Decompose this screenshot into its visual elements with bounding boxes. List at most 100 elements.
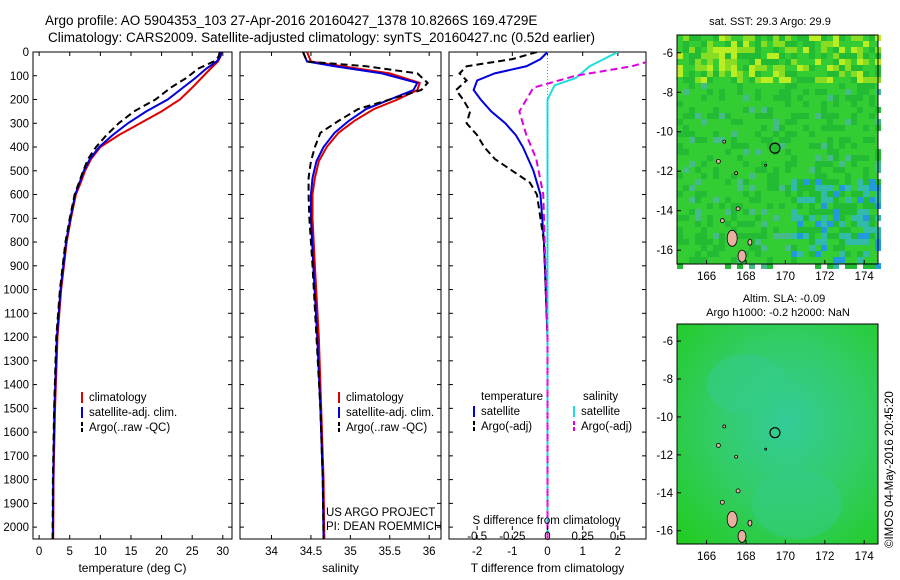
map-cell (683, 35, 689, 41)
plot-frame (32, 51, 233, 540)
map-cell (707, 239, 713, 245)
map-cell (785, 89, 791, 95)
map-cell (869, 47, 875, 53)
map-cell (743, 221, 749, 227)
map-cell (869, 221, 875, 227)
map-cell (869, 185, 875, 191)
map-cell (785, 233, 791, 239)
map-cell (773, 35, 779, 41)
map-cell (863, 239, 869, 245)
map-cell (839, 65, 845, 71)
map-cell (815, 251, 821, 257)
map-cell (827, 263, 833, 269)
map-cell (761, 167, 767, 173)
legend-label: Argo(..raw -QC) (346, 422, 427, 434)
map-cell (791, 251, 797, 257)
map-cell (689, 113, 695, 119)
map-cell (701, 65, 707, 71)
map-cell (725, 53, 731, 59)
series-line-salinity-satellite (546, 52, 619, 539)
island (722, 424, 727, 429)
map-cell (827, 143, 833, 149)
map-cell (773, 179, 779, 185)
x-axis-top-label: S difference from climatology (472, 515, 620, 527)
map-cell (827, 125, 833, 131)
y-tick-label: -12 (656, 166, 673, 178)
map-cell (779, 41, 785, 47)
y-tick-label: 200 (10, 95, 29, 107)
legend-header: salinity (583, 391, 618, 403)
map-cell (797, 221, 803, 227)
map-cell (713, 251, 719, 257)
y-tick-label: -6 (663, 336, 673, 348)
credit-label: ©IMOS 04-May-2016 20:45:20 (884, 391, 896, 548)
y-tick-label: -6 (663, 48, 673, 60)
map-cell (755, 35, 761, 41)
map-cell (701, 77, 707, 83)
map-cell (761, 221, 767, 227)
map-cell (761, 107, 767, 113)
map-cell (719, 65, 725, 71)
map-cell (809, 191, 815, 197)
map-cell (761, 65, 767, 71)
map-cell (737, 143, 743, 149)
map-cell (839, 203, 845, 209)
map-cell (719, 47, 725, 53)
map-cell (791, 41, 797, 47)
map-cell (809, 185, 815, 191)
map-cell (725, 209, 731, 215)
map-cell (797, 203, 803, 209)
map-cell (827, 161, 833, 167)
map-cell (791, 47, 797, 53)
map-cell (809, 167, 815, 173)
map-cell (713, 137, 719, 143)
y-tick-label: 1500 (3, 403, 29, 415)
map-cell (803, 65, 809, 71)
map-cell (677, 239, 683, 245)
map-cell (821, 215, 827, 221)
map-cell (803, 197, 809, 203)
map-cell (827, 155, 833, 161)
map-cell (785, 83, 791, 89)
map-cell (869, 35, 875, 41)
map-cell (767, 113, 773, 119)
map-cell (845, 53, 851, 59)
map-cell (707, 59, 713, 65)
map-cell (833, 59, 839, 65)
map-cell (863, 263, 869, 269)
map-cell (857, 221, 863, 227)
map-cell (689, 59, 695, 65)
map-cell (773, 71, 779, 77)
map-cell (809, 197, 815, 203)
x-tick-label: 34 (265, 546, 278, 558)
map-blob (707, 354, 787, 414)
map-cell (791, 197, 797, 203)
map-cell (863, 173, 869, 179)
map-cell (737, 89, 743, 95)
map-cell (695, 197, 701, 203)
map-cell (851, 65, 857, 71)
y-tick-label: 1600 (3, 427, 29, 439)
map-cell (731, 203, 737, 209)
map-cell (767, 35, 773, 41)
x-axis-label: salinity (322, 561, 359, 575)
map-cell (857, 95, 863, 101)
map-cell (791, 233, 797, 239)
map-cell (821, 161, 827, 167)
map-cell (815, 179, 821, 185)
map-cell (689, 35, 695, 41)
map-cell (833, 233, 839, 239)
y-tick-label: 400 (10, 142, 29, 154)
legend-label: Argo(..raw -QC) (89, 422, 170, 434)
map-cell (749, 173, 755, 179)
map-cell (767, 59, 773, 65)
island (726, 229, 738, 247)
map-cell (839, 161, 845, 167)
x-tick-label: 170 (776, 551, 795, 563)
map-cell (683, 131, 689, 137)
map-cell (827, 185, 833, 191)
map-cell (779, 137, 785, 143)
map-cell (845, 251, 851, 257)
map-cell (755, 215, 761, 221)
map-cell (791, 245, 797, 251)
